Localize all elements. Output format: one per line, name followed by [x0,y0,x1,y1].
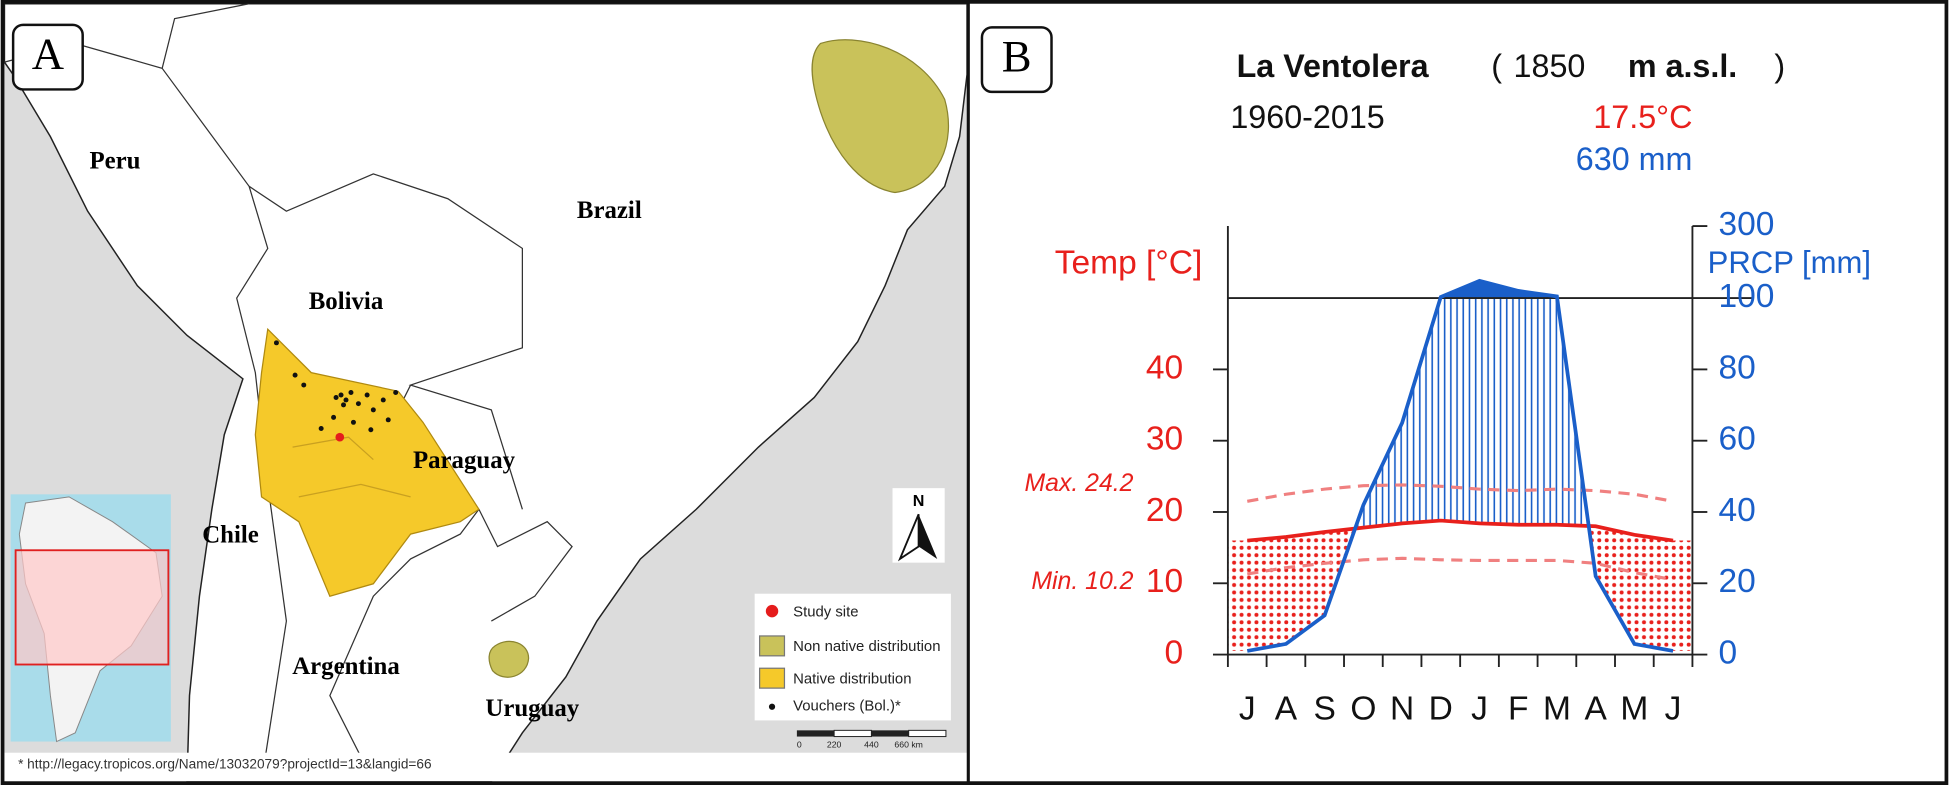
legend-swatch [758,667,786,689]
borders [4,3,573,782]
y2-tick-label: 20 [1719,563,1756,600]
scale-label: 660 km [894,740,923,750]
altitude: 1850 [1514,48,1586,84]
x-tick-label: A [1584,690,1607,727]
non-native-distribution [811,39,949,194]
annotation: Min. 10.2 [1031,568,1133,595]
scale-label: 0 [797,740,802,750]
humid-area [1227,280,1693,541]
legend-label: Study site [793,604,858,620]
country-label: Chile [202,521,259,548]
y2-tick-label: 0 [1719,634,1738,671]
country-label: Bolivia [309,288,384,315]
scale-label: 440 [864,740,879,750]
mean-temperature: 17.5°C [1593,99,1692,135]
x-tick-label: A [1275,690,1298,727]
voucher-dots [273,340,399,433]
x-tick-label: J [1471,690,1488,727]
north-label: N [913,492,925,510]
annotation: Max. 24.2 [1024,470,1133,497]
legend-label: Non native distribution [793,639,940,655]
footnote: * http://legacy.tropicos.org/Name/130320… [18,757,432,772]
precipitation-line [1246,278,1674,653]
x-tick-label: M [1620,690,1648,727]
legend-label: Vouchers (Bol.)* [793,699,901,715]
non-native-distribution [488,640,530,678]
legend-label: Native distribution [793,671,911,687]
legend-swatch [758,635,786,657]
temperature-line [1247,518,1674,543]
scale-bar [833,729,872,738]
y-tick-label: 40 [1146,349,1183,386]
humid-hatch [1227,280,1693,541]
y2-tick-label: 100 [1719,278,1775,315]
native-borders [292,436,411,498]
y-axis-label: Temp [°C] [1055,244,1203,281]
temperature-range-line [1247,556,1674,582]
y2-tick-label: 80 [1719,349,1756,386]
x-tick-label: F [1508,690,1528,727]
scale-label: 220 [827,740,842,750]
altitude: ) [1774,48,1785,84]
country-label: Uruguay [485,695,579,722]
x-tick-label: O [1350,690,1376,727]
temperature-range-line [1246,483,1674,503]
panel-label: A [32,29,64,79]
x-tick-label: J [1239,690,1256,727]
native-distribution [254,327,480,597]
y-tick-label: 20 [1146,492,1183,529]
y2-axis-label: PRCP [mm] [1708,245,1871,280]
x-tick-label: N [1390,690,1414,727]
legend-swatch [768,703,776,710]
x-tick-label: M [1543,690,1571,727]
y2-tick-label: 60 [1719,421,1756,458]
study-site [335,432,345,442]
y2-tick-label: 40 [1719,492,1756,529]
legend-box [754,593,951,721]
country-label: Peru [89,147,140,174]
land [3,2,968,783]
altitude: ( [1491,48,1502,84]
chart-title: La Ventolera [1237,48,1430,84]
footnote-band [4,752,969,782]
x-tick-label: S [1313,690,1335,727]
altitude: m a.s.l. [1628,48,1737,84]
map-panel: N * http://legacy.tropicos.org/Name/1303… [3,2,969,783]
scale-bar [796,730,835,737]
y-tick-label: 10 [1146,563,1183,600]
scale-bar [908,729,947,738]
country-label: Argentina [292,653,400,680]
y-tick-label: 30 [1146,421,1183,458]
y2-tick-label: 300 [1719,206,1775,243]
legend-swatch [765,604,779,618]
panel-label-box [980,26,1053,94]
x-tick-label: D [1429,690,1453,727]
inset-extent [14,549,170,666]
scale-bar [871,730,909,737]
annual-precipitation: 630 mm [1576,141,1693,177]
country-label: Brazil [577,197,642,224]
y-tick-label: 0 [1165,634,1184,671]
country-label: Paraguay [413,447,516,474]
period: 1960-2015 [1230,99,1384,135]
panel-label-box [11,23,84,91]
x-tick-label: J [1665,690,1682,727]
panel-label: B [1002,31,1032,81]
